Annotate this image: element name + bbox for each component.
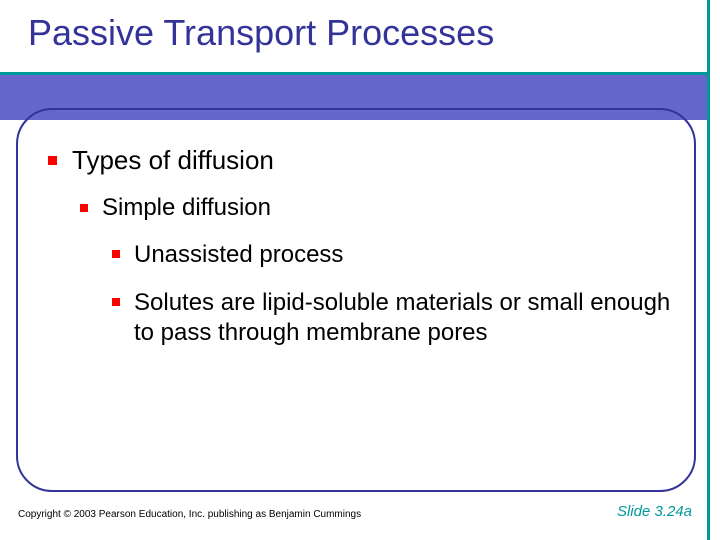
copyright-text: Copyright © 2003 Pearson Education, Inc.… — [18, 509, 361, 520]
vertical-teal-line — [707, 0, 710, 540]
title-area: Passive Transport Processes — [0, 0, 720, 125]
bullet-level1: Types of diffusion — [48, 145, 680, 176]
slide-title: Passive Transport Processes — [28, 12, 494, 54]
content-body: Types of diffusion Simple diffusion Unas… — [48, 145, 680, 366]
bullet-level3a: Unassisted process — [112, 240, 680, 270]
slide-container: Passive Transport Processes Types of dif… — [0, 0, 720, 540]
slide-number: Slide 3.24a — [617, 503, 692, 520]
title-teal-line — [0, 72, 710, 75]
title-purple-bar — [0, 72, 710, 120]
bullet-level1-text: Types of diffusion — [72, 145, 274, 175]
bullet-level2: Simple diffusion — [80, 194, 680, 222]
bullet-level2-text: Simple diffusion — [102, 194, 271, 221]
bullet-level3b-text: Solutes are lipid-soluble materials or s… — [134, 289, 670, 346]
bullet-level3a-text: Unassisted process — [134, 241, 343, 268]
bullet-level3b: Solutes are lipid-soluble materials or s… — [112, 288, 680, 348]
